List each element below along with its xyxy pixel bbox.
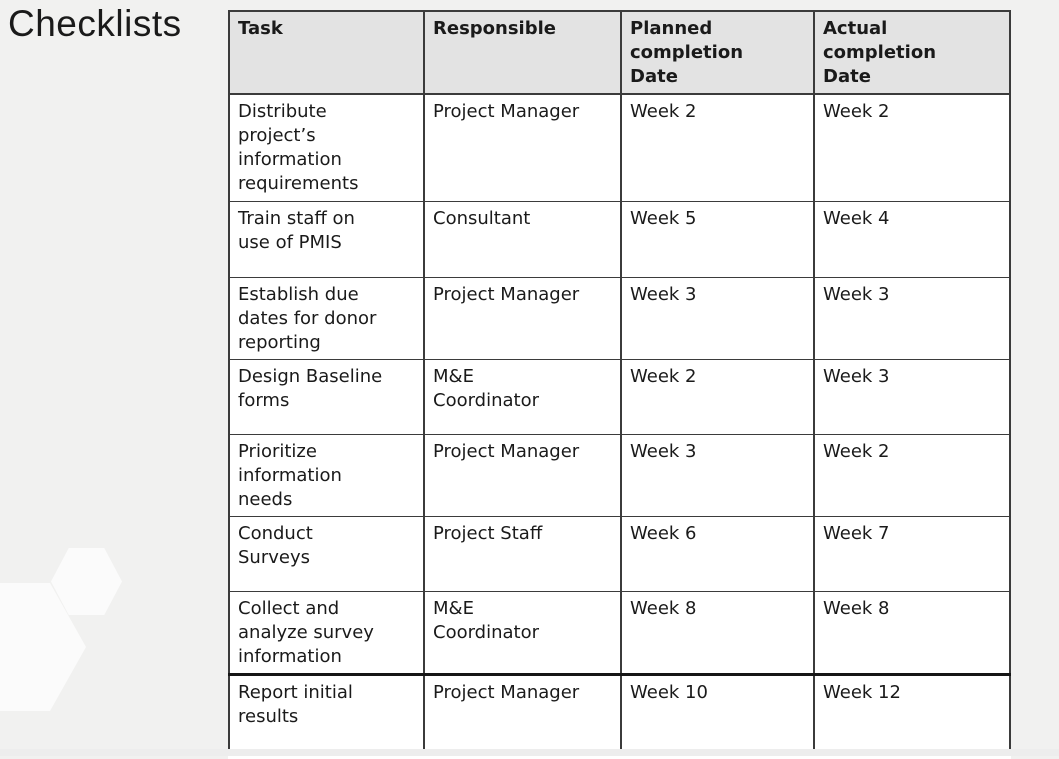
table-row: Collect and analyze survey information M… bbox=[228, 590, 1010, 674]
responsible-cell: Project Staff bbox=[423, 515, 621, 591]
planned-date-cell: Week 2 bbox=[620, 358, 814, 434]
actual-date-cell: Week 3 bbox=[813, 276, 1010, 359]
actual-date-cell: Week 7 bbox=[813, 515, 1010, 591]
table-row: Report initial results Project Manager W… bbox=[228, 672, 1010, 750]
planned-date-cell: Week 6 bbox=[620, 515, 814, 591]
checklist-table: Task Responsible Planned completion Date… bbox=[228, 10, 1011, 751]
task-cell: Collect and analyze survey information bbox=[228, 590, 424, 674]
table-row: Distribute project’s information require… bbox=[228, 93, 1010, 201]
header-cell-actual-date: Actual completion Date bbox=[813, 11, 1010, 95]
header-cell-responsible: Responsible bbox=[423, 11, 621, 95]
actual-date-cell: Week 2 bbox=[813, 93, 1010, 201]
task-cell: Report initial results bbox=[228, 672, 424, 750]
header-cell-task: Task bbox=[228, 11, 424, 95]
actual-date-cell: Week 3 bbox=[813, 358, 1010, 434]
responsible-cell: Project Manager bbox=[423, 433, 621, 516]
responsible-cell: M&E Coordinator bbox=[423, 358, 621, 434]
header-row: Task Responsible Planned completion Date… bbox=[228, 11, 1010, 95]
task-cell: Establish due dates for donor reporting bbox=[228, 276, 424, 359]
actual-date-cell: Week 4 bbox=[813, 200, 1010, 277]
table-row: Train staff on use of PMIS Consultant We… bbox=[228, 200, 1010, 277]
planned-date-cell: Week 2 bbox=[620, 93, 814, 201]
actual-date-cell: Week 8 bbox=[813, 590, 1010, 674]
responsible-cell: M&E Coordinator bbox=[423, 590, 621, 674]
table-row: Conduct Surveys Project Staff Week 6 Wee… bbox=[228, 515, 1010, 591]
page-title: Checklists bbox=[8, 3, 182, 44]
task-cell: Train staff on use of PMIS bbox=[228, 200, 424, 277]
actual-date-cell: Week 12 bbox=[813, 672, 1010, 750]
checklist-table-surface: Task Responsible Planned completion Date… bbox=[228, 10, 1011, 759]
planned-date-cell: Week 3 bbox=[620, 276, 814, 359]
table-row: Establish due dates for donor reporting … bbox=[228, 276, 1010, 359]
table-row: Design Baseline forms M&E Coordinator We… bbox=[228, 358, 1010, 434]
responsible-cell: Project Manager bbox=[423, 93, 621, 201]
table-row: Prioritize information needs Project Man… bbox=[228, 433, 1010, 516]
actual-date-cell: Week 2 bbox=[813, 433, 1010, 516]
bottom-edge-strip bbox=[0, 749, 1059, 756]
responsible-cell: Project Manager bbox=[423, 672, 621, 750]
task-cell: Prioritize information needs bbox=[228, 433, 424, 516]
header-cell-planned-date: Planned completion Date bbox=[620, 11, 814, 95]
planned-date-cell: Week 3 bbox=[620, 433, 814, 516]
task-cell: Conduct Surveys bbox=[228, 515, 424, 591]
responsible-cell: Project Manager bbox=[423, 276, 621, 359]
planned-date-cell: Week 10 bbox=[620, 672, 814, 750]
hexagon-decoration-small bbox=[51, 548, 122, 615]
responsible-cell: Consultant bbox=[423, 200, 621, 277]
task-cell: Distribute project’s information require… bbox=[228, 93, 424, 201]
planned-date-cell: Week 8 bbox=[620, 590, 814, 674]
planned-date-cell: Week 5 bbox=[620, 200, 814, 277]
task-cell: Design Baseline forms bbox=[228, 358, 424, 434]
